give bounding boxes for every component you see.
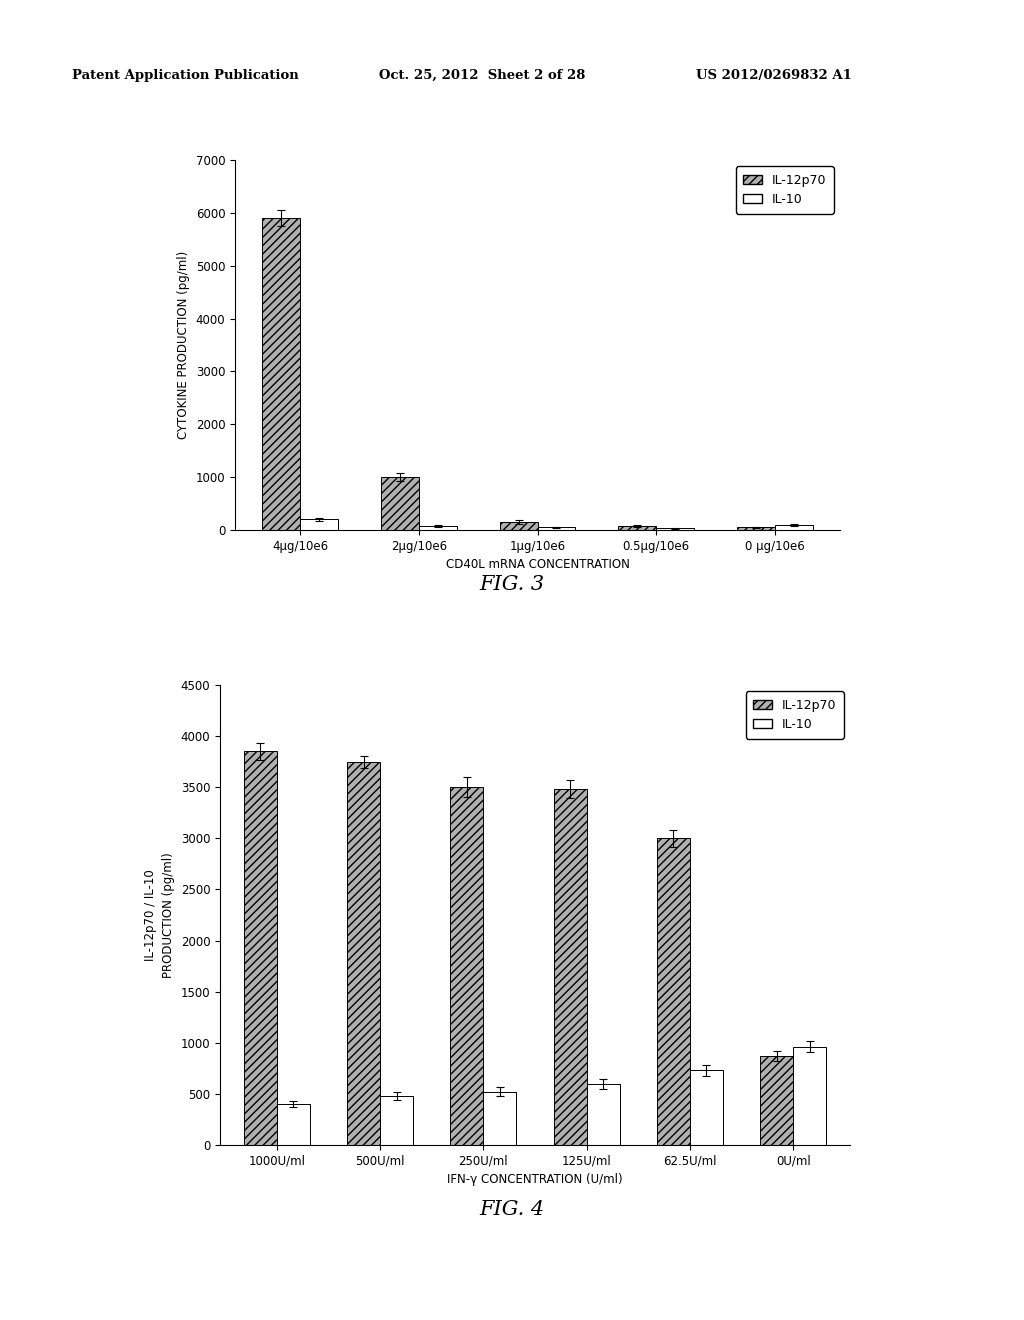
Bar bbox=[587, 1084, 620, 1144]
Y-axis label: IL-12p70 / IL-10
PRODUCTION (pg/ml): IL-12p70 / IL-10 PRODUCTION (pg/ml) bbox=[144, 853, 175, 978]
Text: US 2012/0269832 A1: US 2012/0269832 A1 bbox=[696, 69, 852, 82]
Bar bbox=[656, 838, 690, 1144]
Legend: IL-12p70, IL-10: IL-12p70, IL-10 bbox=[745, 692, 844, 738]
X-axis label: CD40L mRNA CONCENTRATION: CD40L mRNA CONCENTRATION bbox=[445, 558, 630, 572]
Bar bbox=[794, 1047, 826, 1144]
Bar bbox=[419, 525, 457, 531]
Bar bbox=[381, 477, 419, 531]
Bar bbox=[380, 1096, 413, 1144]
Bar bbox=[300, 520, 338, 531]
Text: FIG. 4: FIG. 4 bbox=[479, 1200, 545, 1218]
Bar bbox=[500, 523, 538, 531]
Text: Oct. 25, 2012  Sheet 2 of 28: Oct. 25, 2012 Sheet 2 of 28 bbox=[379, 69, 586, 82]
Bar bbox=[262, 218, 300, 531]
Bar bbox=[760, 1056, 794, 1144]
Bar bbox=[451, 787, 483, 1144]
Y-axis label: CYTOKINE PRODUCTION (pg/ml): CYTOKINE PRODUCTION (pg/ml) bbox=[177, 251, 190, 440]
Text: FIG. 3: FIG. 3 bbox=[479, 576, 545, 594]
Legend: IL-12p70, IL-10: IL-12p70, IL-10 bbox=[735, 166, 834, 214]
Bar bbox=[347, 762, 380, 1144]
Bar bbox=[775, 525, 813, 531]
Bar bbox=[656, 528, 694, 531]
Bar bbox=[737, 528, 775, 531]
Bar bbox=[618, 525, 656, 531]
Bar bbox=[538, 528, 575, 531]
Text: Patent Application Publication: Patent Application Publication bbox=[72, 69, 298, 82]
Bar bbox=[690, 1071, 723, 1144]
Bar bbox=[483, 1092, 516, 1144]
Bar bbox=[554, 789, 587, 1144]
Bar bbox=[276, 1104, 310, 1144]
X-axis label: IFN-γ CONCENTRATION (U/ml): IFN-γ CONCENTRATION (U/ml) bbox=[447, 1173, 623, 1187]
Bar bbox=[244, 751, 276, 1144]
